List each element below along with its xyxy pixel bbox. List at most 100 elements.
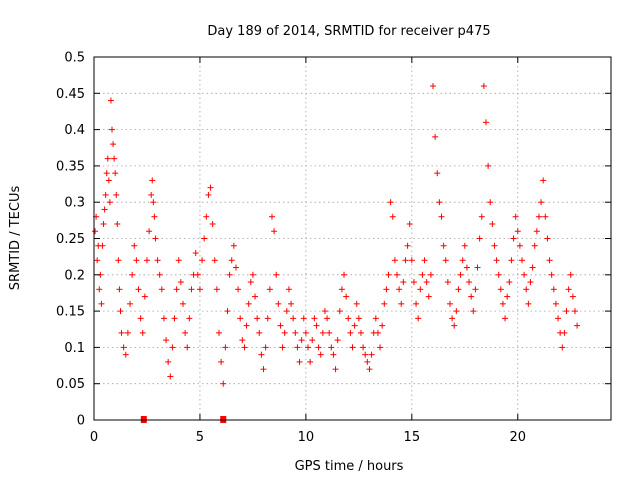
data-point	[438, 213, 445, 220]
y-tick-label: 0.4	[64, 123, 85, 138]
data-point	[107, 97, 114, 104]
data-point	[478, 213, 485, 220]
data-point	[182, 329, 189, 336]
data-point	[137, 315, 144, 322]
data-point	[538, 199, 545, 206]
data-point	[129, 271, 136, 278]
x-tick-label: 20	[509, 430, 526, 445]
data-point	[521, 271, 528, 278]
x-tick-labels: 0 5 10 15 20	[90, 430, 526, 445]
data-point	[96, 286, 103, 293]
data-point	[512, 213, 519, 220]
data-point	[226, 271, 233, 278]
data-point	[548, 271, 555, 278]
data-point	[430, 83, 437, 90]
data-point	[355, 315, 362, 322]
data-point	[552, 300, 559, 307]
data-point	[470, 308, 477, 315]
data-point	[459, 257, 466, 264]
data-point	[542, 213, 549, 220]
data-point	[326, 329, 333, 336]
data-point	[324, 315, 331, 322]
data-point	[544, 235, 551, 242]
data-point	[245, 300, 252, 307]
data-point	[104, 155, 111, 162]
data-point	[99, 242, 106, 249]
data-point	[103, 170, 110, 177]
data-point	[146, 228, 153, 235]
data-point	[122, 351, 129, 358]
data-point	[92, 228, 99, 235]
data-point	[109, 126, 116, 133]
data-point	[118, 329, 125, 336]
data-point	[368, 351, 375, 358]
data-point	[175, 257, 182, 264]
data-point	[362, 351, 369, 358]
data-point	[446, 300, 453, 307]
plot-frame	[93, 56, 612, 421]
data-point	[167, 373, 174, 380]
data-point	[292, 329, 299, 336]
y-tick-label: 0.05	[56, 377, 85, 392]
data-point	[179, 300, 186, 307]
data-point	[158, 286, 165, 293]
y-tick-label: 0.15	[56, 305, 85, 320]
data-point	[319, 329, 326, 336]
data-point	[444, 279, 451, 286]
data-point	[171, 315, 178, 322]
data-point	[349, 344, 356, 351]
data-point	[569, 293, 576, 300]
data-point	[410, 279, 417, 286]
data-point	[415, 315, 422, 322]
data-point	[442, 257, 449, 264]
data-point	[366, 366, 373, 373]
grid-lines	[94, 57, 611, 420]
data-point	[102, 191, 109, 198]
data-point	[533, 228, 540, 235]
y-tick-label: 0.5	[64, 51, 85, 66]
data-point	[207, 184, 214, 191]
data-point	[112, 170, 119, 177]
data-point	[201, 235, 208, 242]
data-point	[173, 286, 180, 293]
data-point	[330, 351, 337, 358]
data-point	[396, 286, 403, 293]
chart-title: Day 189 of 2014, SRMTID for receiver p47…	[207, 24, 490, 39]
x-tick-label: 5	[196, 430, 204, 445]
data-point	[391, 257, 398, 264]
data-point	[523, 286, 530, 293]
data-point	[480, 83, 487, 90]
data-point	[514, 228, 521, 235]
x-tick-label: 10	[298, 430, 315, 445]
data-point	[529, 264, 536, 271]
data-point	[377, 344, 384, 351]
data-point	[519, 257, 526, 264]
data-point	[177, 279, 184, 286]
y-tick-label: 0.1	[64, 341, 85, 356]
data-point	[353, 300, 360, 307]
data-point	[237, 315, 244, 322]
data-point	[341, 271, 348, 278]
data-point	[472, 286, 479, 293]
data-point	[220, 380, 227, 387]
data-point	[120, 344, 127, 351]
data-point	[406, 220, 413, 227]
data-point	[211, 257, 218, 264]
data-point	[277, 322, 284, 329]
data-point	[372, 315, 379, 322]
y-tick-label: 0	[77, 414, 85, 429]
data-point	[440, 242, 447, 249]
data-point	[110, 141, 117, 148]
data-point	[156, 271, 163, 278]
data-point	[232, 264, 239, 271]
data-point	[254, 315, 261, 322]
data-points	[92, 83, 581, 423]
data-point	[453, 308, 460, 315]
data-point	[152, 235, 159, 242]
data-point	[141, 293, 148, 300]
data-point	[432, 133, 439, 140]
data-point	[281, 329, 288, 336]
y-tick-label: 0.45	[56, 87, 85, 102]
data-point	[338, 286, 345, 293]
